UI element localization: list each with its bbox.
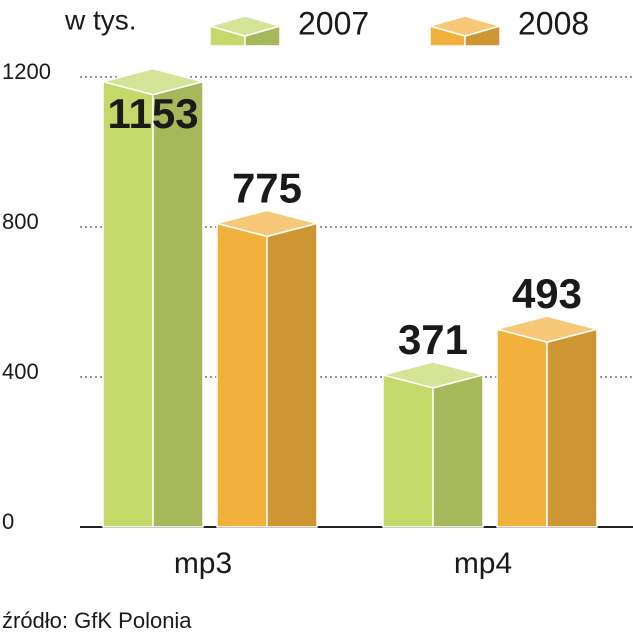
legend-swatch (209, 15, 281, 47)
legend-label: 2007 (298, 5, 369, 41)
y-tick-label: 800 (2, 209, 39, 234)
bar (102, 67, 204, 528)
y-tick-label: 1200 (2, 59, 51, 84)
unit-label: w tys. (64, 4, 137, 35)
legend-label: 2008 (518, 5, 589, 41)
y-tick-label: 0 (2, 509, 14, 534)
x-tick-label: mp3 (174, 547, 232, 580)
value-label: 371 (398, 316, 468, 363)
x-tick-label: mp4 (454, 547, 512, 580)
y-tick-label: 400 (2, 359, 39, 384)
legend-swatch (429, 15, 501, 47)
bar (216, 209, 318, 528)
source: źródło: GfK Polonia (2, 608, 192, 633)
value-label: 775 (232, 164, 302, 211)
value-label: 1153 (107, 90, 198, 137)
value-label: 493 (512, 270, 582, 317)
bar (496, 315, 598, 528)
bar (382, 361, 484, 528)
